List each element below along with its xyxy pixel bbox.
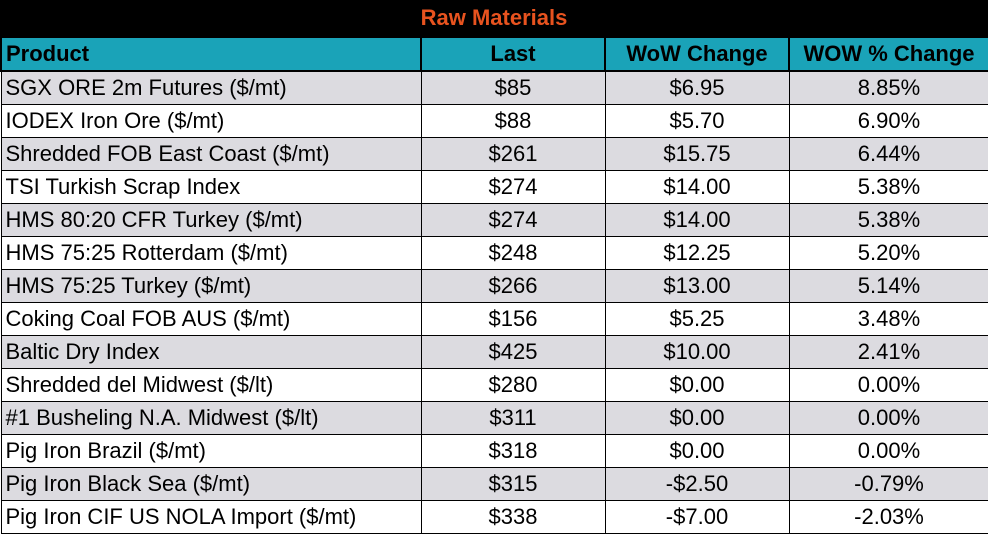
- cell-wow-change: $0.00: [604, 400, 790, 435]
- cell-last: $280: [420, 367, 606, 402]
- cell-product: Shredded FOB East Coast ($/mt): [0, 136, 422, 171]
- cell-last: $85: [420, 70, 606, 105]
- table-row: HMS 75:25 Turkey ($/mt) $266 $13.00 5.14…: [0, 268, 988, 303]
- table-title: Raw Materials: [0, 0, 988, 36]
- cell-last: $425: [420, 334, 606, 369]
- cell-wow-pct-change: -2.03%: [788, 499, 988, 534]
- cell-wow-pct-change: 0.00%: [788, 400, 988, 435]
- cell-product: Pig Iron Black Sea ($/mt): [0, 466, 422, 501]
- cell-wow-change: -$7.00: [604, 499, 790, 534]
- cell-wow-change: $5.70: [604, 103, 790, 138]
- cell-last: $315: [420, 466, 606, 501]
- cell-wow-pct-change: 3.48%: [788, 301, 988, 336]
- header-product: Product: [0, 36, 422, 72]
- cell-wow-pct-change: 5.38%: [788, 202, 988, 237]
- table-row: HMS 75:25 Rotterdam ($/mt) $248 $12.25 5…: [0, 235, 988, 270]
- cell-last: $88: [420, 103, 606, 138]
- cell-product: SGX ORE 2m Futures ($/mt): [0, 70, 422, 105]
- cell-wow-change: $5.25: [604, 301, 790, 336]
- cell-wow-change: $13.00: [604, 268, 790, 303]
- cell-wow-pct-change: 8.85%: [788, 70, 988, 105]
- table-row: SGX ORE 2m Futures ($/mt) $85 $6.95 8.85…: [0, 70, 988, 105]
- cell-last: $156: [420, 301, 606, 336]
- table-row: Shredded FOB East Coast ($/mt) $261 $15.…: [0, 136, 988, 171]
- table-row: Coking Coal FOB AUS ($/mt) $156 $5.25 3.…: [0, 301, 988, 336]
- table-row: #1 Busheling N.A. Midwest ($/lt) $311 $0…: [0, 400, 988, 435]
- cell-last: $318: [420, 433, 606, 468]
- cell-wow-pct-change: -0.79%: [788, 466, 988, 501]
- table-row: HMS 80:20 CFR Turkey ($/mt) $274 $14.00 …: [0, 202, 988, 237]
- cell-wow-change: $14.00: [604, 202, 790, 237]
- header-wow-pct-change: WOW % Change: [788, 36, 988, 72]
- cell-wow-pct-change: 0.00%: [788, 433, 988, 468]
- header-row: Product Last WoW Change WOW % Change: [0, 36, 988, 72]
- cell-wow-change: $0.00: [604, 367, 790, 402]
- cell-wow-change: $10.00: [604, 334, 790, 369]
- table-row: Pig Iron CIF US NOLA Import ($/mt) $338 …: [0, 499, 988, 534]
- cell-wow-change: $14.00: [604, 169, 790, 204]
- cell-product: HMS 75:25 Turkey ($/mt): [0, 268, 422, 303]
- table-row: IODEX Iron Ore ($/mt) $88 $5.70 6.90%: [0, 103, 988, 138]
- table-row: Shredded del Midwest ($/lt) $280 $0.00 0…: [0, 367, 988, 402]
- cell-last: $248: [420, 235, 606, 270]
- cell-product: Baltic Dry Index: [0, 334, 422, 369]
- table-row: Pig Iron Brazil ($/mt) $318 $0.00 0.00%: [0, 433, 988, 468]
- table-row: Baltic Dry Index $425 $10.00 2.41%: [0, 334, 988, 369]
- header-wow-change: WoW Change: [604, 36, 790, 72]
- cell-product: Pig Iron CIF US NOLA Import ($/mt): [0, 499, 422, 534]
- cell-product: HMS 75:25 Rotterdam ($/mt): [0, 235, 422, 270]
- cell-wow-change: $15.75: [604, 136, 790, 171]
- cell-last: $274: [420, 202, 606, 237]
- cell-last: $274: [420, 169, 606, 204]
- cell-wow-pct-change: 6.90%: [788, 103, 988, 138]
- cell-product: #1 Busheling N.A. Midwest ($/lt): [0, 400, 422, 435]
- cell-wow-change: $0.00: [604, 433, 790, 468]
- cell-wow-pct-change: 6.44%: [788, 136, 988, 171]
- cell-wow-pct-change: 5.38%: [788, 169, 988, 204]
- table-row: TSI Turkish Scrap Index $274 $14.00 5.38…: [0, 169, 988, 204]
- cell-product: Coking Coal FOB AUS ($/mt): [0, 301, 422, 336]
- cell-product: Shredded del Midwest ($/lt): [0, 367, 422, 402]
- cell-wow-change: -$2.50: [604, 466, 790, 501]
- cell-last: $266: [420, 268, 606, 303]
- cell-last: $338: [420, 499, 606, 534]
- header-last: Last: [420, 36, 606, 72]
- cell-product: IODEX Iron Ore ($/mt): [0, 103, 422, 138]
- cell-product: TSI Turkish Scrap Index: [0, 169, 422, 204]
- raw-materials-table: Product Last WoW Change WOW % Change SGX…: [0, 36, 988, 534]
- cell-last: $311: [420, 400, 606, 435]
- cell-wow-change: $6.95: [604, 70, 790, 105]
- table-row: Pig Iron Black Sea ($/mt) $315 -$2.50 -0…: [0, 466, 988, 501]
- cell-product: Pig Iron Brazil ($/mt): [0, 433, 422, 468]
- cell-wow-change: $12.25: [604, 235, 790, 270]
- cell-wow-pct-change: 0.00%: [788, 367, 988, 402]
- cell-wow-pct-change: 2.41%: [788, 334, 988, 369]
- cell-wow-pct-change: 5.20%: [788, 235, 988, 270]
- cell-last: $261: [420, 136, 606, 171]
- cell-wow-pct-change: 5.14%: [788, 268, 988, 303]
- cell-product: HMS 80:20 CFR Turkey ($/mt): [0, 202, 422, 237]
